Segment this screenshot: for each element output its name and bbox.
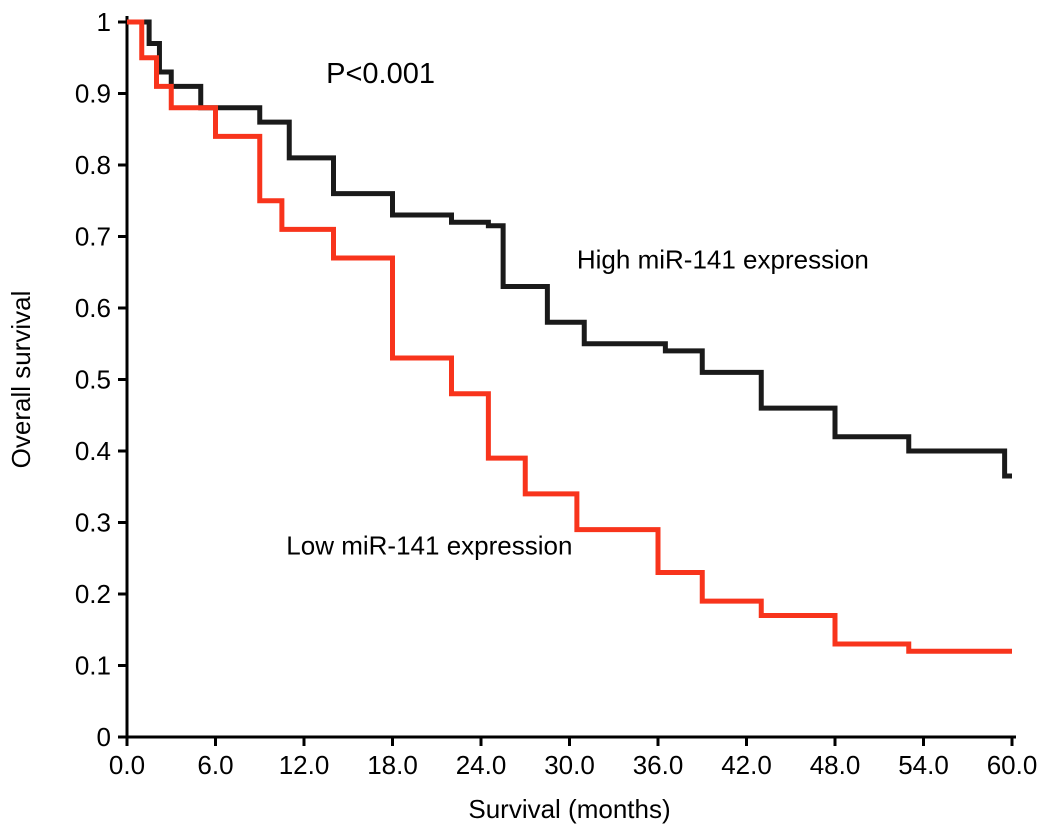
y-tick-label: 0.1 (75, 651, 111, 681)
y-tick-label: 0.9 (75, 79, 111, 109)
series-label-low: Low miR-141 expression (286, 531, 572, 561)
x-tick-label: 48.0 (810, 750, 861, 780)
y-tick-label: 0.4 (75, 436, 111, 466)
x-tick-label: 60.0 (987, 750, 1038, 780)
series-line-low (127, 19, 1012, 654)
y-axis-title: Overall survival (6, 291, 36, 469)
series-label-high: High miR-141 expression (577, 245, 869, 275)
x-tick-label: 6.0 (197, 750, 233, 780)
x-tick-label: 24.0 (456, 750, 507, 780)
y-tick-label: 0.5 (75, 365, 111, 395)
x-tick-label: 30.0 (544, 750, 595, 780)
x-tick-label: 18.0 (367, 750, 418, 780)
y-tick-label: 0.2 (75, 579, 111, 609)
series-line-high (127, 19, 1012, 479)
x-tick-label: 0.0 (109, 750, 145, 780)
y-tick-label: 0.3 (75, 508, 111, 538)
x-tick-label: 54.0 (898, 750, 949, 780)
x-tick-label: 36.0 (633, 750, 684, 780)
x-tick-label: 12.0 (279, 750, 330, 780)
p-value-annotation: P<0.001 (326, 58, 435, 90)
y-tick-label: 0 (97, 722, 111, 752)
y-tick-label: 0.6 (75, 293, 111, 323)
x-tick-label: 42.0 (721, 750, 772, 780)
y-tick-label: 1 (97, 7, 111, 37)
x-axis-title: Survival (months) (468, 794, 670, 824)
y-tick-label: 0.7 (75, 222, 111, 252)
y-tick-label: 0.8 (75, 150, 111, 180)
